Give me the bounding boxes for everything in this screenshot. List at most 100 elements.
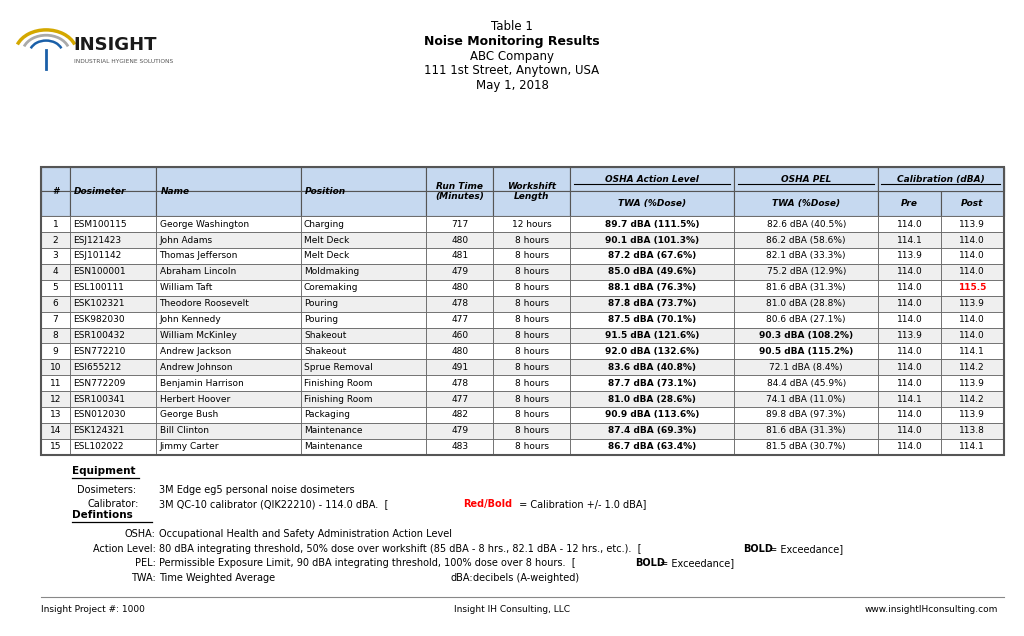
Bar bbox=[157, 328, 301, 343]
Bar bbox=[570, 343, 734, 359]
Text: BOLD: BOLD bbox=[743, 544, 773, 554]
Text: OSHA PEL: OSHA PEL bbox=[781, 174, 831, 184]
Text: ESK982030: ESK982030 bbox=[73, 315, 125, 324]
Text: 111 1st Street, Anytown, USA: 111 1st Street, Anytown, USA bbox=[424, 64, 600, 77]
Text: 91.5 dBA (121.6%): 91.5 dBA (121.6%) bbox=[605, 331, 699, 340]
Bar bbox=[157, 167, 301, 191]
Bar bbox=[41, 343, 70, 359]
Text: 83.6 dBA (40.8%): 83.6 dBA (40.8%) bbox=[608, 363, 696, 372]
Bar bbox=[494, 191, 570, 216]
Bar bbox=[734, 375, 879, 391]
Bar bbox=[494, 375, 570, 391]
Bar bbox=[41, 264, 70, 280]
Text: Shakeout: Shakeout bbox=[304, 347, 346, 356]
Bar bbox=[879, 375, 941, 391]
Text: Name: Name bbox=[161, 187, 189, 196]
Bar bbox=[570, 167, 734, 191]
Text: 479: 479 bbox=[452, 426, 468, 436]
Text: Sprue Removal: Sprue Removal bbox=[304, 363, 373, 372]
Bar bbox=[426, 167, 494, 191]
Text: INSIGHT: INSIGHT bbox=[74, 36, 158, 53]
Text: 114.0: 114.0 bbox=[897, 378, 923, 388]
Text: Andrew Jackson: Andrew Jackson bbox=[160, 347, 230, 356]
Bar bbox=[494, 439, 570, 455]
Bar bbox=[157, 375, 301, 391]
Text: Action Level:: Action Level: bbox=[93, 544, 156, 554]
Text: 8 hours: 8 hours bbox=[515, 426, 549, 436]
Text: 14: 14 bbox=[50, 426, 61, 436]
Bar bbox=[426, 407, 494, 423]
Bar bbox=[879, 216, 941, 232]
Text: 114.1: 114.1 bbox=[959, 442, 985, 452]
Bar bbox=[301, 264, 426, 280]
Bar bbox=[301, 439, 426, 455]
Text: 3M Edge eg5 personal noise dosimeters: 3M Edge eg5 personal noise dosimeters bbox=[159, 485, 354, 495]
Bar bbox=[70, 191, 157, 216]
Bar bbox=[426, 439, 494, 455]
Text: Run Time
(Minutes): Run Time (Minutes) bbox=[435, 182, 484, 201]
Text: 10: 10 bbox=[49, 363, 61, 372]
Text: = Calibration +/- 1.0 dBA]: = Calibration +/- 1.0 dBA] bbox=[516, 499, 646, 509]
Text: = Exceedance]: = Exceedance] bbox=[657, 558, 734, 569]
Text: 87.7 dBA (73.1%): 87.7 dBA (73.1%) bbox=[608, 378, 696, 388]
Bar bbox=[941, 328, 1004, 343]
Text: Thomas Jefferson: Thomas Jefferson bbox=[160, 251, 238, 261]
Text: 11: 11 bbox=[49, 378, 61, 388]
Bar bbox=[941, 407, 1004, 423]
Bar bbox=[301, 280, 426, 296]
Text: 80 dBA integrating threshold, 50% dose over workshift (85 dBA - 8 hrs., 82.1 dBA: 80 dBA integrating threshold, 50% dose o… bbox=[159, 544, 641, 554]
Text: 114.0: 114.0 bbox=[897, 267, 923, 277]
Text: 15: 15 bbox=[49, 442, 61, 452]
Bar bbox=[157, 232, 301, 248]
Text: 89.7 dBA (111.5%): 89.7 dBA (111.5%) bbox=[605, 219, 699, 229]
Text: #: # bbox=[52, 187, 58, 196]
Text: 114.0: 114.0 bbox=[959, 251, 985, 261]
Text: 8 hours: 8 hours bbox=[515, 410, 549, 420]
Bar bbox=[879, 391, 941, 407]
Text: Pouring: Pouring bbox=[304, 299, 338, 308]
Bar bbox=[570, 391, 734, 407]
Bar bbox=[734, 216, 879, 232]
Text: ABC Company: ABC Company bbox=[470, 50, 554, 62]
Text: 480: 480 bbox=[452, 235, 468, 245]
Bar bbox=[879, 280, 941, 296]
Bar bbox=[301, 423, 426, 439]
Text: 2: 2 bbox=[52, 235, 58, 245]
Text: 460: 460 bbox=[452, 331, 468, 340]
Text: 82.1 dBA (33.3%): 82.1 dBA (33.3%) bbox=[766, 251, 846, 261]
Text: Theodore Roosevelt: Theodore Roosevelt bbox=[160, 299, 250, 308]
Bar bbox=[426, 312, 494, 328]
Bar bbox=[41, 359, 70, 375]
Text: 81.0 dBA (28.8%): 81.0 dBA (28.8%) bbox=[766, 299, 846, 308]
Bar bbox=[426, 343, 494, 359]
Text: ESN772210: ESN772210 bbox=[73, 347, 125, 356]
Text: decibels (A-weighted): decibels (A-weighted) bbox=[473, 573, 580, 583]
Text: 90.5 dBA (115.2%): 90.5 dBA (115.2%) bbox=[759, 347, 853, 356]
Bar bbox=[879, 343, 941, 359]
Text: 81.6 dBA (31.3%): 81.6 dBA (31.3%) bbox=[766, 283, 846, 293]
Bar bbox=[879, 439, 941, 455]
Bar bbox=[941, 296, 1004, 312]
Text: 90.9 dBA (113.6%): 90.9 dBA (113.6%) bbox=[605, 410, 699, 420]
Bar bbox=[570, 216, 734, 232]
Text: 7: 7 bbox=[52, 315, 58, 324]
Bar bbox=[570, 296, 734, 312]
Bar bbox=[494, 423, 570, 439]
Text: ESR100432: ESR100432 bbox=[73, 331, 125, 340]
Bar bbox=[70, 216, 157, 232]
Text: 717: 717 bbox=[451, 219, 468, 229]
Bar bbox=[426, 280, 494, 296]
Bar bbox=[941, 264, 1004, 280]
Text: 114.0: 114.0 bbox=[897, 363, 923, 372]
Bar bbox=[157, 280, 301, 296]
Text: 87.8 dBA (73.7%): 87.8 dBA (73.7%) bbox=[608, 299, 696, 308]
Text: 113.9: 113.9 bbox=[897, 251, 923, 261]
Text: Finishing Room: Finishing Room bbox=[304, 394, 373, 404]
Bar bbox=[879, 407, 941, 423]
Text: William Taft: William Taft bbox=[160, 283, 212, 293]
Text: Moldmaking: Moldmaking bbox=[304, 267, 359, 277]
Bar bbox=[941, 375, 1004, 391]
Text: Jimmy Carter: Jimmy Carter bbox=[160, 442, 219, 452]
Text: 113.9: 113.9 bbox=[959, 219, 985, 229]
Text: 81.5 dBA (30.7%): 81.5 dBA (30.7%) bbox=[766, 442, 846, 452]
